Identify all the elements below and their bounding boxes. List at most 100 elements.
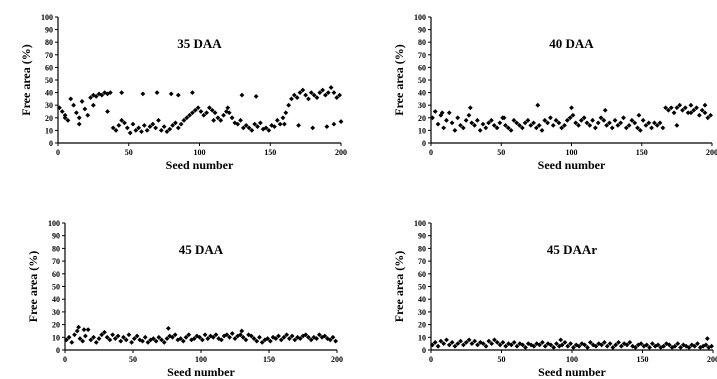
data-point xyxy=(62,115,68,121)
data-point xyxy=(505,125,511,131)
data-point xyxy=(289,96,294,102)
data-point xyxy=(284,332,290,338)
data-point xyxy=(435,121,441,127)
data-point xyxy=(682,105,688,111)
data-point xyxy=(612,117,618,123)
data-point xyxy=(286,102,292,108)
data-point xyxy=(79,99,85,104)
x-tick-label: 200 xyxy=(331,355,343,364)
data-point xyxy=(238,117,243,123)
data-point xyxy=(539,128,545,133)
data-point xyxy=(449,120,455,126)
y-tick-label: 70 xyxy=(418,51,426,60)
data-point xyxy=(633,345,638,350)
data-point xyxy=(474,117,480,123)
y-tick-label: 0 xyxy=(422,346,426,355)
data-point xyxy=(300,87,306,93)
data-point xyxy=(133,128,139,133)
data-point xyxy=(595,120,601,126)
y-tick-label: 70 xyxy=(45,51,53,60)
data-point xyxy=(494,125,500,131)
data-point xyxy=(238,332,243,338)
data-point xyxy=(113,128,119,133)
data-point xyxy=(281,334,287,340)
data-point xyxy=(486,120,492,126)
data-point xyxy=(525,117,531,123)
data-point xyxy=(91,334,96,340)
data-point xyxy=(297,336,303,341)
data-point xyxy=(187,112,192,118)
data-point xyxy=(458,338,464,344)
data-point xyxy=(144,128,150,133)
y-tick-label: 100 xyxy=(48,219,60,228)
y-tick-label: 90 xyxy=(418,232,426,241)
data-point xyxy=(161,339,167,345)
data-point xyxy=(483,125,489,131)
data-point xyxy=(695,341,700,347)
y-tick-label: 0 xyxy=(422,139,426,148)
data-point xyxy=(635,125,640,131)
x-tick-label: 200 xyxy=(706,148,717,157)
data-point xyxy=(441,341,447,347)
x-tick-label: 50 xyxy=(498,355,506,364)
y-tick-label: 70 xyxy=(418,257,426,266)
data-point xyxy=(165,326,171,331)
data-point xyxy=(569,105,574,111)
y-tick-label: 100 xyxy=(41,13,53,22)
data-point xyxy=(334,95,340,101)
data-point xyxy=(604,122,610,128)
data-point xyxy=(449,339,455,345)
data-point xyxy=(99,92,105,98)
x-tick-label: 200 xyxy=(335,148,347,157)
y-tick-label: 10 xyxy=(45,126,53,135)
x-tick-label: 150 xyxy=(264,148,276,157)
data-point xyxy=(76,324,81,330)
data-point xyxy=(130,121,136,127)
data-point xyxy=(550,122,556,128)
data-point xyxy=(259,339,265,345)
data-point xyxy=(472,338,478,344)
x-tick-label: 100 xyxy=(194,148,206,157)
data-point xyxy=(587,122,593,128)
data-point xyxy=(641,343,647,349)
data-point xyxy=(198,109,204,114)
data-point xyxy=(548,342,554,348)
data-point xyxy=(325,90,331,95)
x-tick-label: 150 xyxy=(263,355,275,364)
x-axis-title: Seed number xyxy=(538,365,606,379)
x-tick-label: 50 xyxy=(125,148,133,157)
data-point xyxy=(223,109,229,114)
data-point xyxy=(136,125,142,131)
y-tick-label: 60 xyxy=(45,63,53,72)
data-point xyxy=(578,117,584,123)
y-tick-label: 80 xyxy=(418,38,426,47)
data-point xyxy=(215,115,221,121)
data-point xyxy=(486,338,492,344)
data-point xyxy=(186,332,192,338)
data-point xyxy=(647,345,652,350)
data-point xyxy=(500,339,506,345)
data-point xyxy=(446,342,452,348)
data-point xyxy=(154,90,160,95)
data-point xyxy=(311,92,317,98)
data-point xyxy=(212,110,218,116)
data-point xyxy=(438,338,444,344)
data-point xyxy=(308,337,314,343)
data-point xyxy=(296,122,301,128)
data-point xyxy=(168,91,174,97)
y-axis-title: Free area (%) xyxy=(392,251,406,323)
data-point xyxy=(156,334,162,340)
data-point xyxy=(93,339,99,345)
data-point xyxy=(205,336,211,341)
data-point xyxy=(675,341,681,347)
data-point xyxy=(274,117,280,123)
data-point xyxy=(175,125,181,131)
data-point xyxy=(181,117,187,123)
data-point xyxy=(254,338,260,344)
data-point xyxy=(184,115,190,121)
data-point xyxy=(229,331,235,336)
data-point xyxy=(104,334,110,340)
data-point xyxy=(691,107,697,113)
x-tick-label: 150 xyxy=(637,355,649,364)
data-point xyxy=(688,110,694,116)
